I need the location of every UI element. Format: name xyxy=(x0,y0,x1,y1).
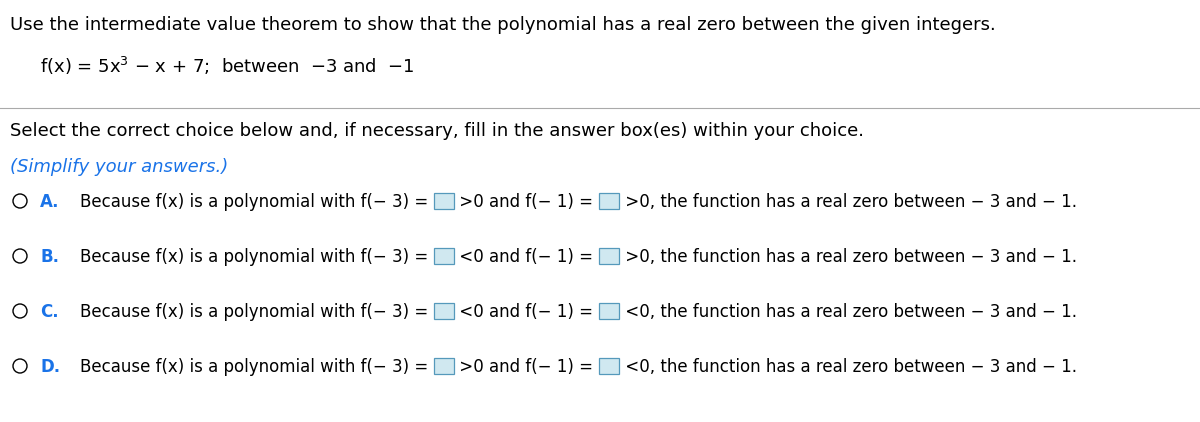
Text: Select the correct choice below and, if necessary, fill in the answer box(es) wi: Select the correct choice below and, if … xyxy=(10,122,864,140)
Text: >0 and f(− 1) =: >0 and f(− 1) = xyxy=(455,193,599,211)
Text: <0 and f(− 1) =: <0 and f(− 1) = xyxy=(455,303,599,321)
FancyBboxPatch shape xyxy=(433,193,454,209)
Text: f(x) = 5x$^3$ $-$ x + 7;  between  $-$3 and  $-$1: f(x) = 5x$^3$ $-$ x + 7; between $-$3 an… xyxy=(40,55,415,77)
Text: >0 and f(− 1) =: >0 and f(− 1) = xyxy=(455,358,599,376)
Text: <0, the function has a real zero between − 3 and − 1.: <0, the function has a real zero between… xyxy=(619,358,1076,376)
FancyBboxPatch shape xyxy=(433,248,454,264)
Text: Because f(x) is a polynomial with f(− 3) =: Because f(x) is a polynomial with f(− 3)… xyxy=(80,358,433,376)
FancyBboxPatch shape xyxy=(433,303,454,319)
Text: Because f(x) is a polynomial with f(− 3) =: Because f(x) is a polynomial with f(− 3)… xyxy=(80,248,433,266)
Text: B.: B. xyxy=(40,248,59,266)
Text: Use the intermediate value theorem to show that the polynomial has a real zero b: Use the intermediate value theorem to sh… xyxy=(10,16,996,34)
Text: >0, the function has a real zero between − 3 and − 1.: >0, the function has a real zero between… xyxy=(619,193,1076,211)
Text: <0, the function has a real zero between − 3 and − 1.: <0, the function has a real zero between… xyxy=(619,303,1076,321)
Text: >0, the function has a real zero between − 3 and − 1.: >0, the function has a real zero between… xyxy=(619,248,1076,266)
Text: C.: C. xyxy=(40,303,59,321)
Text: Because f(x) is a polynomial with f(− 3) =: Because f(x) is a polynomial with f(− 3)… xyxy=(80,193,433,211)
FancyBboxPatch shape xyxy=(599,358,619,374)
Text: Because f(x) is a polynomial with f(− 3) =: Because f(x) is a polynomial with f(− 3)… xyxy=(80,303,433,321)
FancyBboxPatch shape xyxy=(599,193,619,209)
Text: <0 and f(− 1) =: <0 and f(− 1) = xyxy=(455,248,599,266)
Text: (Simplify your answers.): (Simplify your answers.) xyxy=(10,158,228,176)
FancyBboxPatch shape xyxy=(599,248,619,264)
Text: A.: A. xyxy=(40,193,60,211)
Text: D.: D. xyxy=(40,358,60,376)
FancyBboxPatch shape xyxy=(433,358,454,374)
FancyBboxPatch shape xyxy=(599,303,619,319)
